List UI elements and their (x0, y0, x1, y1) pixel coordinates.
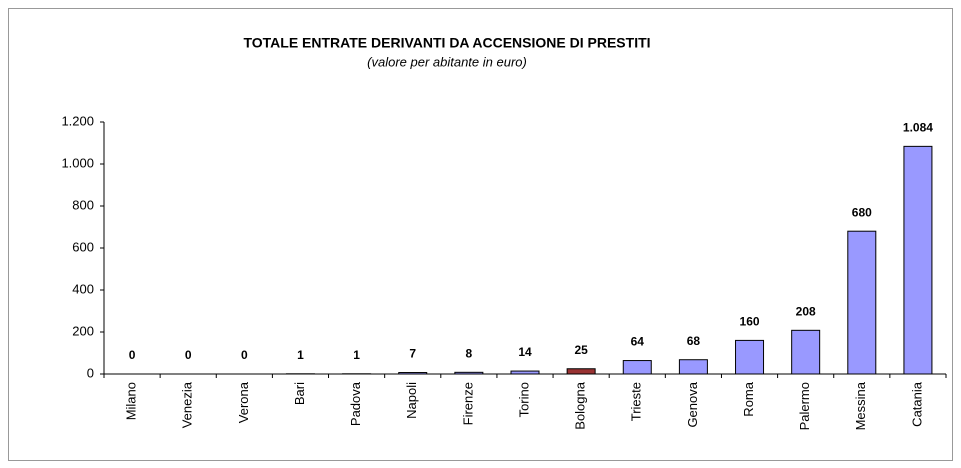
value-label: 160 (740, 315, 760, 329)
value-label: 14 (518, 345, 532, 359)
x-tick-label: Firenze (460, 382, 475, 425)
value-label: 8 (466, 346, 473, 360)
value-label: 208 (796, 304, 816, 318)
y-tick-label: 400 (72, 281, 94, 296)
x-tick-label: Padova (348, 381, 363, 426)
value-label: 680 (852, 205, 872, 219)
x-tick-label: Catania (909, 381, 924, 427)
value-label: 1 (297, 348, 304, 362)
chart-subtitle: (valore per abitante in euro) (367, 54, 527, 69)
bar (566, 368, 596, 375)
value-label: 0 (241, 348, 248, 362)
bar (678, 359, 708, 375)
x-tick-label: Torino (516, 382, 531, 417)
x-tick-label: Verona (236, 381, 251, 423)
x-tick-label: Palermo (797, 382, 812, 430)
bar (398, 372, 428, 375)
x-tick-label: Napoli (404, 382, 419, 419)
value-label: 68 (687, 334, 701, 348)
value-label: 0 (129, 348, 136, 362)
x-tick-label: Messina (853, 381, 868, 430)
x-tick-label: Roma (741, 381, 756, 416)
y-tick-label: 200 (72, 323, 94, 338)
chart-title: TOTALE ENTRATE DERIVANTI DA ACCENSIONE D… (243, 35, 650, 51)
y-tick-label: 1.000 (61, 155, 94, 170)
bar (847, 230, 877, 375)
y-tick-label: 1.200 (61, 113, 94, 128)
y-tick-label: 800 (72, 197, 94, 212)
value-label: 25 (574, 343, 588, 357)
x-tick-label: Trieste (629, 382, 644, 421)
value-label: 1.084 (903, 121, 933, 135)
bar (735, 339, 765, 375)
x-tick-label: Venezia (180, 381, 195, 428)
value-label: 7 (409, 347, 416, 361)
value-label: 64 (631, 335, 645, 349)
bar (903, 145, 933, 375)
value-label: 0 (185, 348, 192, 362)
x-tick-label: Bari (292, 382, 307, 405)
chart-frame (8, 8, 953, 461)
bar (622, 360, 652, 375)
y-tick-label: 600 (72, 239, 94, 254)
x-tick-label: Milano (124, 382, 139, 420)
x-tick-label: Genova (685, 381, 700, 427)
value-label: 1 (353, 348, 360, 362)
x-tick-label: Bologna (573, 381, 588, 429)
y-tick-label: 0 (87, 365, 94, 380)
bar (510, 370, 540, 375)
bar (791, 329, 821, 375)
bar (454, 371, 484, 375)
